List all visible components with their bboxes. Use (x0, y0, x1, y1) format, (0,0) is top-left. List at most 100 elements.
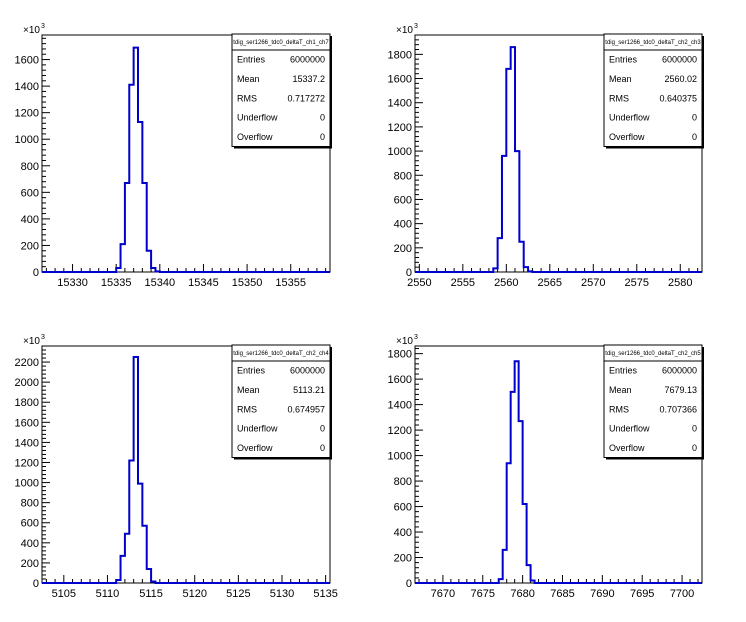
x-tick-label: 15345 (188, 277, 219, 289)
histogram-panel: 2550 2555 2560 2565 2570 2575 2580 0 200 400 600 80… (388, 23, 704, 289)
y-exponent-label: ×10 (396, 336, 413, 347)
y-tick-label: 800 (394, 170, 412, 182)
histogram-panel: 5105 5110 5115 5120 5125 5130 5135 0 200 400 600 80… (15, 334, 338, 600)
y-tick-label: 600 (394, 502, 412, 514)
y-tick-label: 1000 (15, 134, 39, 146)
histogram-series (42, 356, 330, 584)
y-tick-label: 1400 (388, 400, 412, 412)
y-tick-label: 1000 (388, 146, 412, 158)
y-tick-label: 2200 (15, 357, 39, 369)
x-tick-label: 7680 (510, 588, 534, 600)
histogram-panel: 7670 7675 7680 7685 7690 7695 7700 0 200 400 600 80… (388, 334, 704, 600)
x-tick-label: 5110 (96, 588, 120, 600)
stat-label: Underflow (237, 113, 278, 123)
y-tick-label: 400 (394, 219, 412, 231)
stat-value: 0 (320, 443, 325, 453)
y-tick-label: 800 (21, 161, 39, 173)
y-tick-label: 1200 (388, 425, 412, 437)
y-tick-label: 1400 (15, 81, 39, 93)
x-tick-label: 7700 (670, 588, 694, 600)
histogram-series (415, 360, 702, 584)
y-tick-label: 1800 (388, 349, 412, 361)
stat-label: Overflow (609, 132, 645, 142)
y-exponent-label: ×10 (396, 25, 413, 36)
x-tick-label: 15355 (275, 277, 306, 289)
x-tick-label: 2550 (407, 277, 431, 289)
x-tick-label: 2565 (538, 277, 562, 289)
x-tick-label: 2575 (625, 277, 649, 289)
stat-label: Mean (609, 385, 632, 395)
stat-value: 2560.02 (664, 74, 697, 84)
y-tick-label: 0 (406, 578, 412, 590)
y-tick-label: 0 (406, 267, 412, 279)
stat-label: Underflow (237, 424, 278, 434)
x-tick-label: 7675 (471, 588, 495, 600)
x-tick-label: 15335 (101, 277, 132, 289)
stat-value: 6000000 (290, 55, 325, 65)
y-tick-label: 600 (21, 187, 39, 199)
y-tick-label: 200 (394, 243, 412, 255)
y-tick-label: 800 (394, 476, 412, 488)
stat-label: Mean (237, 74, 260, 84)
x-tick-label: 7695 (630, 588, 654, 600)
x-tick-label: 15340 (145, 277, 176, 289)
stat-value: 6000000 (662, 55, 697, 65)
y-exponent-label: ×10 (23, 25, 40, 36)
histogram-title: tdig_ser1266_tdc0_deltaT_ch2_ch4 (233, 351, 329, 357)
histogram-panel: 15330 15335 15340 15345 15350 15355 0 200 400 600… (15, 23, 332, 289)
y-exponent-power: 3 (41, 23, 45, 30)
x-tick-label: 2555 (451, 277, 475, 289)
y-tick-label: 1200 (15, 457, 39, 469)
stats-box (603, 344, 703, 458)
y-tick-label: 1800 (388, 49, 412, 61)
stat-label: Overflow (237, 443, 273, 453)
y-tick-label: 1200 (15, 108, 39, 120)
y-tick-label: 200 (21, 240, 39, 252)
stats-box (231, 344, 331, 458)
y-tick-label: 2000 (15, 377, 39, 389)
x-tick-label: 5120 (182, 588, 206, 600)
stats-box (603, 33, 703, 147)
y-tick-label: 400 (394, 527, 412, 539)
stat-label: Overflow (237, 132, 273, 142)
y-tick-label: 200 (21, 558, 39, 570)
x-tick-label: 5130 (270, 588, 294, 600)
y-tick-label: 1000 (15, 478, 39, 490)
stat-value: 0 (692, 424, 697, 434)
stats-box (231, 33, 331, 147)
stat-label: Entries (609, 55, 638, 65)
stat-value: 0 (692, 132, 697, 142)
y-tick-label: 1000 (388, 451, 412, 463)
y-tick-label: 0 (33, 267, 39, 279)
stat-label: RMS (609, 93, 629, 103)
y-exponent-power: 3 (414, 334, 418, 341)
stat-value: 0.674957 (287, 404, 325, 414)
y-tick-label: 1800 (15, 397, 39, 409)
x-tick-label: 5115 (139, 588, 163, 600)
stat-value: 0.640375 (659, 93, 697, 103)
stat-label: Mean (609, 74, 632, 84)
x-tick-label: 15350 (232, 277, 263, 289)
histogram-title: tdig_ser1266_tdc0_deltaT_ch2_ch5 (605, 351, 701, 357)
stat-value: 6000000 (290, 366, 325, 376)
y-tick-label: 1400 (15, 437, 39, 449)
y-tick-label: 800 (21, 498, 39, 510)
stat-value: 0.707366 (659, 404, 697, 414)
y-tick-label: 400 (21, 214, 39, 226)
stat-value: 0.717272 (287, 93, 325, 103)
stat-value: 0 (320, 132, 325, 142)
y-tick-label: 1400 (388, 98, 412, 110)
histogram-title: tdig_ser1266_tdc0_deltaT_ch2_ch3 (605, 40, 701, 46)
stat-label: Entries (237, 55, 266, 65)
y-tick-label: 1600 (15, 55, 39, 67)
x-tick-label: 7685 (550, 588, 574, 600)
x-tick-label: 2570 (581, 277, 605, 289)
stat-value: 0 (692, 113, 697, 123)
y-tick-label: 1600 (388, 74, 412, 86)
stat-label: Entries (609, 366, 638, 376)
stat-value: 6000000 (662, 366, 697, 376)
x-tick-label: 5125 (226, 588, 250, 600)
stat-label: RMS (237, 93, 257, 103)
stat-label: Mean (237, 385, 260, 395)
